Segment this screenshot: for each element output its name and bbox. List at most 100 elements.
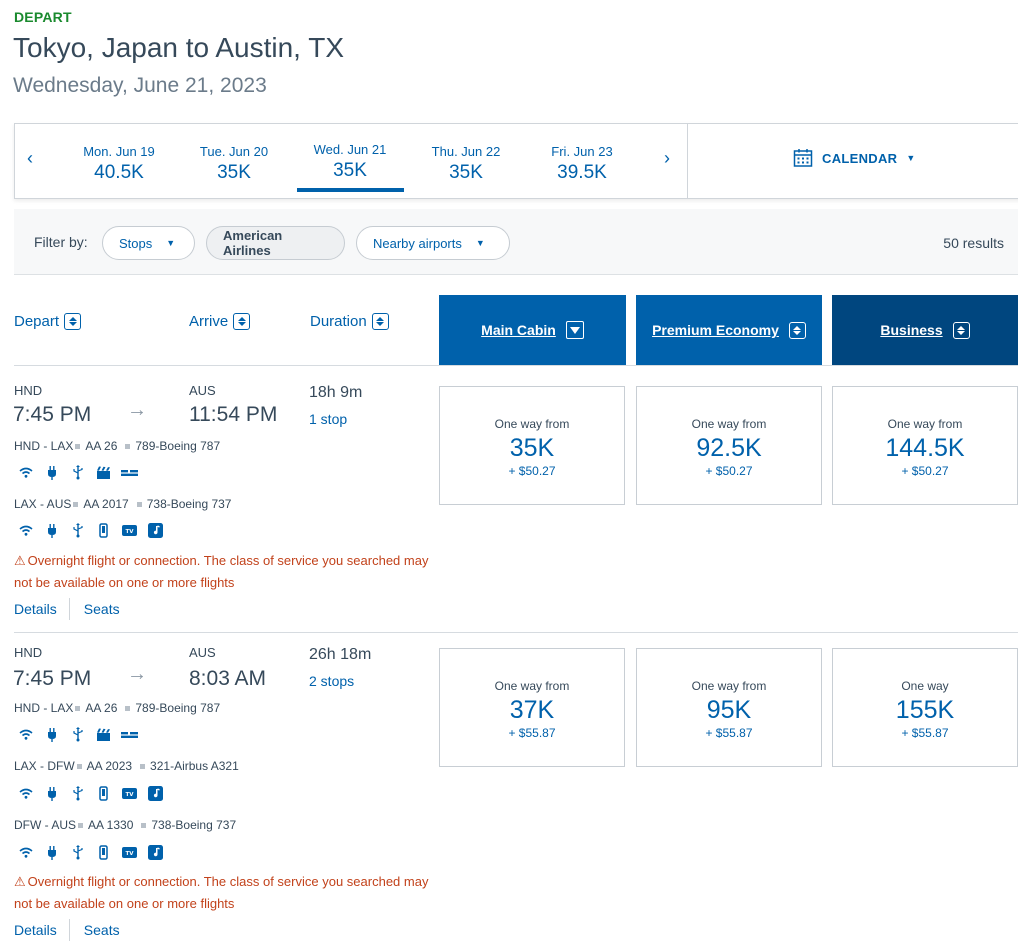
sort-duration[interactable]: Duration — [310, 313, 389, 330]
date-option-thu-jun-22[interactable]: Thu. Jun 22 35K — [411, 144, 521, 184]
fare-main-cabin[interactable]: One way from 35K + $50.27 — [439, 386, 625, 505]
date-label: Tue. Jun 20 — [199, 144, 269, 159]
flight-duration: 26h 18m — [309, 646, 372, 663]
next-dates-chevron-icon[interactable]: › — [664, 148, 670, 168]
cabin-label: Main Cabin — [481, 322, 556, 338]
tv-icon: TV — [121, 786, 138, 801]
date-option-tue-jun-20[interactable]: Tue. Jun 20 35K — [179, 144, 289, 184]
date-strip: ‹ Mon. Jun 19 40.5K Tue. Jun 20 35K Wed.… — [14, 123, 1018, 199]
date-option-wed-jun-21[interactable]: Wed. Jun 21 35K — [295, 142, 405, 182]
power-icon — [43, 523, 60, 538]
segment-route: HND - LAX — [14, 701, 74, 715]
details-link[interactable]: Details — [14, 922, 57, 938]
fare-premium-economy[interactable]: One way from 95K + $55.87 — [636, 648, 822, 767]
fare-business[interactable]: One way from 144.5K + $50.27 — [832, 386, 1018, 505]
flight-duration: 18h 9m — [309, 384, 363, 401]
filter-bar: Filter by: Stops ▼ American Airlines Nea… — [14, 209, 1018, 275]
fare-main-cabin[interactable]: One way from 37K + $55.87 — [439, 648, 625, 767]
date-option-mon-jun-19[interactable]: Mon. Jun 19 40.5K — [64, 144, 174, 184]
travel-date: Wednesday, June 21, 2023 — [13, 74, 267, 97]
segment-flight: AA 26 — [85, 701, 118, 715]
segment-aircraft: 738-Boeing 737 — [146, 497, 232, 511]
depart-tag: DEPART — [14, 9, 72, 25]
segment-info: LAX - AUS AA 2017 738-Boeing 737 — [14, 497, 231, 511]
music-icon — [147, 845, 164, 860]
details-link[interactable]: Details — [14, 601, 57, 617]
date-price: 35K — [217, 162, 251, 183]
entertainment-icon — [95, 465, 112, 480]
wifi-icon — [17, 465, 34, 480]
calendar-button[interactable]: CALENDAR ▼ — [793, 148, 916, 168]
fare-premium-economy[interactable]: One way from 92.5K + $50.27 — [636, 386, 822, 505]
usb-icon — [69, 786, 86, 801]
segment-aircraft: 789-Boeing 787 — [135, 439, 221, 453]
selected-date-indicator — [297, 188, 404, 192]
seats-link[interactable]: Seats — [83, 601, 120, 617]
cabin-label: Premium Economy — [652, 322, 779, 338]
tv-icon: TV — [121, 523, 138, 538]
wifi-icon — [17, 727, 34, 742]
arrive-time: 11:54 PM — [189, 403, 278, 426]
svg-text:TV: TV — [125, 529, 134, 535]
date-option-fri-jun-23[interactable]: Fri. Jun 23 39.5K — [527, 144, 637, 184]
flight-links: Details Seats — [14, 919, 120, 941]
fare-price: 144.5K — [885, 434, 965, 462]
arrow-right-icon: → — [127, 663, 147, 685]
cabin-header-premium-economy[interactable]: Premium Economy — [636, 295, 822, 365]
arrive-time: 8:03 AM — [189, 667, 267, 690]
fare-business[interactable]: One way 155K + $55.87 — [832, 648, 1018, 767]
amenities-row: TV — [17, 786, 164, 801]
date-price: 35K — [333, 160, 367, 181]
svg-text:TV: TV — [125, 792, 134, 798]
sort-down-icon — [565, 321, 584, 339]
stops-filter-dropdown[interactable]: Stops ▼ — [102, 226, 195, 260]
date-label: Mon. Jun 19 — [83, 144, 155, 159]
sort-depart[interactable]: Depart — [14, 313, 82, 330]
depart-airport-code: HND — [14, 383, 43, 398]
prev-dates-chevron-icon[interactable]: ‹ — [27, 148, 33, 168]
date-price: 39.5K — [557, 162, 607, 183]
strip-divider — [687, 124, 688, 198]
airline-filter-chip[interactable]: American Airlines — [206, 226, 345, 260]
stops-link[interactable]: 2 stops — [309, 673, 355, 689]
sort-arrive-label: Arrive — [189, 313, 229, 330]
caret-down-icon: ▼ — [166, 238, 176, 248]
caret-down-icon: ▼ — [906, 153, 916, 163]
tv-icon: TV — [121, 845, 138, 860]
sort-arrows-icon — [64, 313, 82, 330]
wifi-icon — [17, 786, 34, 801]
fare-tax: + $50.27 — [508, 464, 556, 478]
warning-icon: ⚠ — [14, 553, 26, 568]
sort-arrows-icon — [371, 313, 389, 330]
seats-link[interactable]: Seats — [83, 922, 120, 938]
segment-route: HND - LAX — [14, 439, 74, 453]
sort-depart-label: Depart — [14, 313, 60, 330]
fare-price: 95K — [706, 696, 752, 724]
usb-icon — [69, 845, 86, 860]
arrive-airport-code: AUS — [189, 645, 216, 660]
cabin-header-main-cabin[interactable]: Main Cabin — [439, 295, 626, 365]
page-title: Tokyo, Japan to Austin, TX — [13, 32, 345, 63]
calendar-label: CALENDAR — [822, 150, 898, 166]
sort-arrows-icon — [233, 313, 251, 330]
date-label: Fri. Jun 23 — [551, 144, 613, 159]
device-icon — [95, 845, 112, 860]
amenities-row: TV — [17, 523, 164, 538]
nearby-airports-dropdown[interactable]: Nearby airports ▼ — [356, 226, 510, 260]
device-icon — [95, 523, 112, 538]
sort-arrive[interactable]: Arrive — [189, 313, 251, 330]
fare-price: 35K — [509, 434, 555, 462]
fare-tax: + $50.27 — [705, 464, 753, 478]
cabin-header-business[interactable]: Business — [832, 295, 1018, 365]
segment-route: LAX - AUS — [14, 497, 72, 511]
amenities-row — [17, 727, 138, 742]
calendar-icon — [793, 149, 813, 167]
segment-aircraft: 321-Airbus A321 — [150, 759, 239, 773]
overnight-warning: ⚠ Overnight flight or connection. The cla… — [14, 550, 434, 594]
segment-info: DFW - AUS AA 1330 738-Boeing 737 — [14, 818, 236, 832]
wifi-icon — [17, 845, 34, 860]
fare-price: 92.5K — [696, 434, 762, 462]
device-icon — [95, 786, 112, 801]
warning-text: Overnight flight or connection. The clas… — [14, 874, 429, 911]
stops-link[interactable]: 1 stop — [309, 411, 348, 427]
